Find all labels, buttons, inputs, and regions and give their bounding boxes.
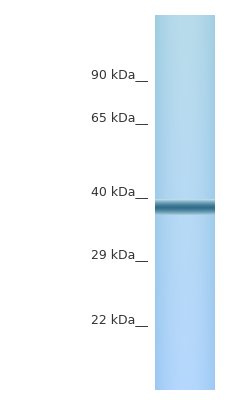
Text: 22 kDa__: 22 kDa__ <box>91 314 148 326</box>
Text: 65 kDa__: 65 kDa__ <box>91 112 148 124</box>
Text: 29 kDa__: 29 kDa__ <box>91 248 148 262</box>
Text: 90 kDa__: 90 kDa__ <box>91 68 148 82</box>
Text: 40 kDa__: 40 kDa__ <box>91 186 148 198</box>
